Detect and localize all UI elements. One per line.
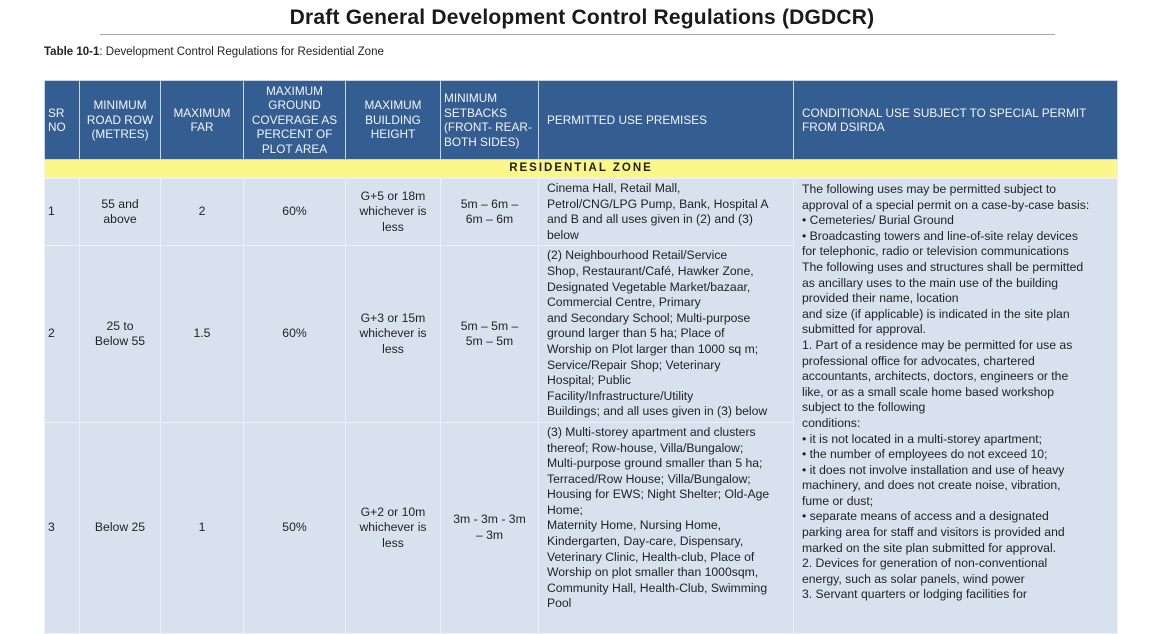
permitted-use-line: below xyxy=(547,227,579,242)
conditional-use-line: like, or as a small scale home based wor… xyxy=(802,384,1054,399)
permitted-use-line: Veterinary Clinic, Health-club, Place of xyxy=(547,549,755,564)
permitted-use-line: Community Hall, Health-Club, Swimming xyxy=(547,580,768,595)
zone-label: RESIDENTIAL ZONE xyxy=(44,159,1118,179)
permitted-use-line: Housing for EWS; Night Shelter; Old-Age xyxy=(547,487,770,502)
permitted-use-line: Multi-purpose ground smaller than 5 ha; xyxy=(547,456,763,471)
header-road-row: MINIMUM ROAD ROW (METRES) xyxy=(79,80,161,160)
height-cell: G+2 or 10m whichever is less xyxy=(345,421,441,634)
permitted-use-line: Terraced/Row House; Villa/Bungalow; xyxy=(547,471,751,486)
permitted-use-cell: (3) Multi-storey apartment and clusters t… xyxy=(538,421,794,634)
conditional-use-line: marked on the site plan submitted for ap… xyxy=(802,540,1057,555)
conditional-use-line: fume or dust; xyxy=(802,493,874,508)
conditional-use-line: submitted for approval. xyxy=(802,322,926,337)
conditional-use-line: accountants, architects, doctors, engine… xyxy=(802,369,1069,384)
permitted-use-line: (3) Multi-storey apartment and clusters xyxy=(547,424,756,439)
road-row-cell: 25 to Below 55 xyxy=(79,245,161,423)
table-row: 3 Below 25 1 50% G+2 or 10m whichever is les… xyxy=(44,421,1118,634)
conditional-use-line: for telephonic, radio or television comm… xyxy=(802,244,1069,259)
sr-no-cell: 1 xyxy=(44,177,80,247)
sr-no-cell: 3 xyxy=(44,421,80,634)
height-cell: G+5 or 18m whichever is less xyxy=(345,177,441,247)
setbacks-cell: 5m – 6m – 6m – 6m xyxy=(440,177,539,247)
document-title: Draft General Development Control Regula… xyxy=(289,6,875,29)
conditional-use-line: approval of a special permit on a case-b… xyxy=(802,197,1090,212)
header-sr-no: SR NO xyxy=(44,80,80,160)
title-divider xyxy=(100,34,1055,35)
header-permitted-use: PERMITTED USE PREMISES xyxy=(538,80,794,160)
permitted-use-line: Designated Vegetable Market/bazaar, xyxy=(547,279,751,294)
table-row: 2 25 to Below 55 1.5 60% G+3 or 15m whicheve… xyxy=(44,245,1118,423)
coverage-cell: 60% xyxy=(243,245,346,423)
permitted-use-line: Pool xyxy=(547,596,572,611)
far-cell: 2 xyxy=(160,177,244,247)
conditional-use-line: • Cemeteries/ Burial Ground xyxy=(802,213,954,228)
permitted-use-line: Worship on plot smaller than 1000sqm, xyxy=(547,565,759,580)
permitted-use-line: Commercial Centre, Primary xyxy=(547,295,701,310)
header-far: MAXIMUM FAR xyxy=(160,80,244,160)
permitted-use-line: (2) Neighbourhood Retail/Service xyxy=(547,248,728,263)
conditional-use-line: professional office for advocates, chart… xyxy=(802,353,1035,368)
sr-no-cell: 2 xyxy=(44,245,80,423)
conditional-use-line: machinery, and does not create noise, vi… xyxy=(802,478,1061,493)
conditional-use-line: 1. Part of a residence may be permitted … xyxy=(802,337,1073,352)
zone-row: RESIDENTIAL ZONE xyxy=(44,159,1118,179)
conditional-use-line: subject to the following xyxy=(802,400,926,415)
permitted-use-cell: (2) Neighbourhood Retail/Service Shop, Re… xyxy=(538,245,794,423)
header-conditional-use: CONDITIONAL USE SUBJECT TO SPECIAL PERMI… xyxy=(793,80,1118,160)
table-caption-text: : Development Control Regulations for Re… xyxy=(99,46,384,58)
conditional-use-line: provided their name, location xyxy=(802,291,959,306)
coverage-cell: 60% xyxy=(243,177,346,247)
permitted-use-line: ground larger than 5 ha; Place of xyxy=(547,326,725,341)
conditional-use-line: • separate means of access and a designa… xyxy=(802,509,1049,524)
table-number: Table 10-1 xyxy=(44,46,100,58)
permitted-use-line: and Secondary School; Multi-purpose xyxy=(547,310,751,325)
permitted-use-line: thereof; Row-house, Villa/Bungalow; xyxy=(547,440,744,455)
conditional-use-line: The following uses and structures shall … xyxy=(802,259,1084,274)
permitted-use-line: and B and all uses given in (2) and (3) xyxy=(547,212,753,227)
permitted-use-line: Buildings; and all uses given in (3) bel… xyxy=(547,404,768,419)
conditional-use-line: 2. Devices for generation of non-convent… xyxy=(802,556,1048,571)
header-ground-coverage: MAXIMUM GROUND COVERAGE AS PERCENT OF PL… xyxy=(243,80,346,160)
header-building-height: MAXIMUM BUILDING HEIGHT xyxy=(345,80,441,160)
coverage-cell: 50% xyxy=(243,421,346,634)
table-row: 1 55 and above 2 60% G+5 or 18m whichever is… xyxy=(44,177,1118,634)
road-row-cell: Below 25 xyxy=(79,421,161,634)
height-cell: G+3 or 15m whichever is less xyxy=(345,245,441,423)
permitted-use-line: Home; xyxy=(547,502,583,517)
permitted-use-line: Worship on Plot larger than 1000 sq m; xyxy=(547,341,759,356)
header-setbacks: MINIMUM SETBACKS (FRONT- REAR- BOTH SIDE… xyxy=(440,80,539,160)
permitted-use-line: Service/Repair Shop; Veterinary xyxy=(547,357,721,372)
conditional-use-line: and size (if applicable) is indicated in… xyxy=(802,306,1070,321)
conditional-use-line: • Broadcasting towers and line-of-site r… xyxy=(802,228,1078,243)
setbacks-cell: 5m – 5m – 5m – 5m xyxy=(440,245,539,423)
permitted-use-cell: Cinema Hall, Retail Mall, Petrol/CNG/LPG … xyxy=(538,177,794,247)
permitted-use-line: Petrol/CNG/LPG Pump, Bank, Hospital A xyxy=(547,196,769,211)
permitted-use-line: Kindergarten, Day-care, Dispensary, xyxy=(547,534,744,549)
conditional-use-line: • it is not located in a multi-storey ap… xyxy=(802,431,1042,446)
permitted-use-line: Maternity Home, Nursing Home, xyxy=(547,518,722,533)
permitted-use-line: Shop, Restaurant/Café, Hawker Zone, xyxy=(547,263,754,278)
conditional-use-cell: The following uses may be permitted subj… xyxy=(793,178,1118,634)
conditional-use-line: • it does not involve installation and u… xyxy=(802,462,1065,477)
far-cell: 1.5 xyxy=(160,245,244,423)
road-row-cell: 55 and above xyxy=(79,177,161,247)
permitted-use-line: Hospital; Public xyxy=(547,373,631,388)
setbacks-cell: 3m - 3m - 3m – 3m xyxy=(440,421,539,634)
conditional-use-line: • the number of employees do not exceed … xyxy=(802,447,1048,462)
permitted-use-line: Cinema Hall, Retail Mall, xyxy=(547,181,681,195)
conditional-use-line: conditions: xyxy=(802,415,861,430)
conditional-use-line: energy, such as solar panels, wind power xyxy=(802,571,1025,586)
table-caption: Table 10-1: Development Control Regulati… xyxy=(44,46,384,58)
header-row: SR NO MINIMUM ROAD ROW (METRES) MAXIMUM … xyxy=(44,80,1118,160)
conditional-use-line: as ancillary uses to the main use of the… xyxy=(802,275,1059,290)
conditional-use-line: 3. Servant quarters or lodging facilitie… xyxy=(802,587,1027,602)
conditional-use-line: The following uses may be permitted subj… xyxy=(802,182,1057,196)
far-cell: 1 xyxy=(160,421,244,634)
conditional-use-line: parking area for staff and visitors is p… xyxy=(802,525,1065,540)
regulations-table: SR NO MINIMUM ROAD ROW (METRES) MAXIMUM … xyxy=(44,80,1118,634)
permitted-use-line: Facility/Infrastructure/Utility xyxy=(547,388,694,403)
